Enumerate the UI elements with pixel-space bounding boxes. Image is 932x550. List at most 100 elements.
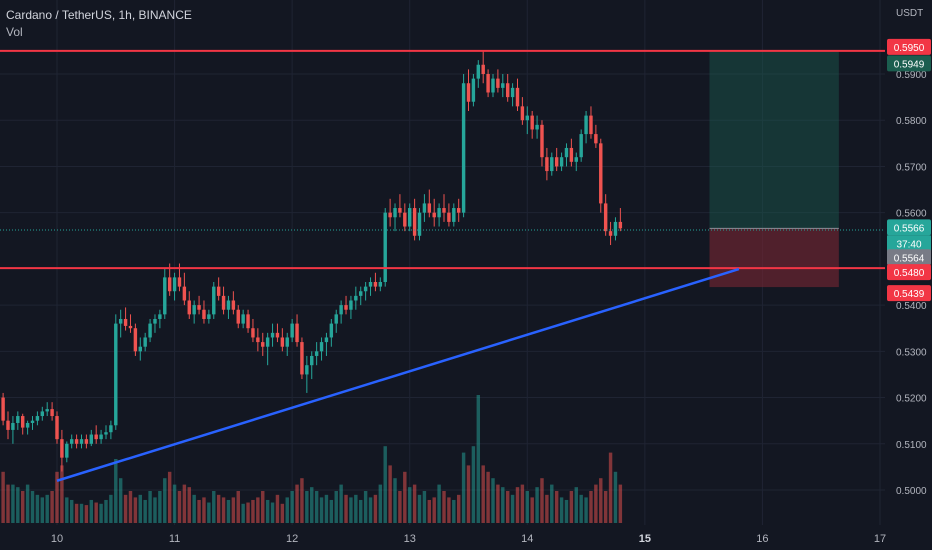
candle-body <box>314 351 319 356</box>
volume-bar <box>104 499 108 523</box>
candle-body <box>515 87 520 107</box>
volume-bar <box>79 503 84 523</box>
volume-bar <box>256 497 260 523</box>
volume-bar <box>265 499 270 523</box>
gray-price-tag-bg <box>887 249 931 266</box>
candle-body <box>79 439 84 444</box>
time-tick-label: 14 <box>521 533 533 545</box>
volume-bar <box>491 478 495 523</box>
candle-body <box>221 295 226 310</box>
candle-body <box>594 134 598 144</box>
volume-bar <box>1 471 5 523</box>
candle-body <box>339 305 343 315</box>
candle-body <box>216 286 221 296</box>
volume-bar <box>344 494 348 523</box>
candle-body <box>388 212 392 218</box>
candle-body <box>550 157 554 172</box>
price-tags: 0.5950 0.5949 0.5566 37:40 0.5564 0.5480 0.543… <box>887 38 931 302</box>
support-price-tag: 0.5480 <box>894 268 925 279</box>
volume-bar <box>148 491 152 523</box>
volume-bar <box>6 484 10 523</box>
volume-bar <box>118 478 123 523</box>
candle-body <box>349 300 353 310</box>
volume-bar <box>481 465 485 523</box>
candle-body <box>20 416 25 428</box>
price-tick-label: 0.5100 <box>896 440 927 451</box>
volume-bar <box>167 471 172 523</box>
volume-bar <box>285 497 289 523</box>
candle-body <box>354 295 358 301</box>
volume-bar <box>452 499 456 523</box>
candle-body <box>89 434 94 444</box>
gray-price-tag: 0.5564 <box>894 253 925 264</box>
candle-body <box>579 134 583 158</box>
volume-bar <box>349 497 353 523</box>
trend-line[interactable] <box>56 267 740 482</box>
candle-body <box>481 64 485 74</box>
candle-body <box>574 157 578 162</box>
candle-body <box>16 416 20 423</box>
candle-body <box>305 365 309 375</box>
grid <box>0 0 885 525</box>
volume-bar <box>99 503 103 523</box>
volume-bar <box>407 487 412 523</box>
time-tick-label: 11 <box>169 533 180 545</box>
candle-body <box>261 342 265 347</box>
trend-line-segment <box>56 267 740 482</box>
volume-bar <box>515 487 520 523</box>
volume-bar <box>45 494 49 523</box>
price-tick-label: 0.5800 <box>896 116 927 127</box>
candle-body <box>153 318 157 324</box>
volume-bar <box>30 491 35 523</box>
volume-bar <box>540 478 544 523</box>
volume-bar <box>579 494 583 523</box>
candle-body <box>530 115 534 130</box>
candle-body <box>442 208 446 213</box>
candle-body <box>461 83 466 213</box>
volume-bar <box>559 497 564 523</box>
time-tick-label: 12 <box>286 533 298 545</box>
volume-label: Vol <box>6 25 23 39</box>
volume-bar <box>530 497 534 523</box>
volume-bar <box>545 494 549 523</box>
candle-body <box>417 212 422 236</box>
volume-bar <box>403 471 407 523</box>
candle-body <box>422 203 427 213</box>
volume-bar <box>525 491 530 523</box>
candle-body <box>133 328 138 352</box>
volume-bar <box>618 484 623 523</box>
volume-bar <box>442 491 446 523</box>
volume-bar <box>216 494 221 523</box>
volume-bar <box>251 499 255 523</box>
volume-bar <box>60 465 64 523</box>
volume-bar <box>300 478 304 523</box>
volume-bar <box>535 487 539 523</box>
candle-body <box>123 318 128 326</box>
volume-bar <box>50 491 54 523</box>
volume-bar <box>69 499 74 523</box>
volume-bar <box>388 465 392 523</box>
horizontal-levels[interactable] <box>0 49 885 270</box>
candle-body <box>280 337 285 347</box>
candle-body <box>599 143 603 204</box>
volume-bar <box>476 395 481 523</box>
candle-body <box>138 346 142 352</box>
candle-body <box>447 212 451 222</box>
candle-body <box>603 203 608 232</box>
volume-bar <box>197 499 201 523</box>
volume-bar <box>172 484 177 523</box>
volume-bar <box>11 484 15 523</box>
volume-bar <box>310 487 314 523</box>
price-tick-label: 0.5900 <box>896 70 927 81</box>
volume-bar <box>280 503 285 523</box>
candle-body <box>329 323 334 338</box>
candle-body <box>212 286 216 315</box>
volume-bar <box>613 471 618 523</box>
candle-body <box>265 337 270 347</box>
long-position-tool[interactable] <box>709 51 839 288</box>
candle-body <box>319 342 324 352</box>
candle-body <box>251 328 255 338</box>
volume-bar <box>143 499 147 523</box>
volume-bar <box>599 478 603 523</box>
